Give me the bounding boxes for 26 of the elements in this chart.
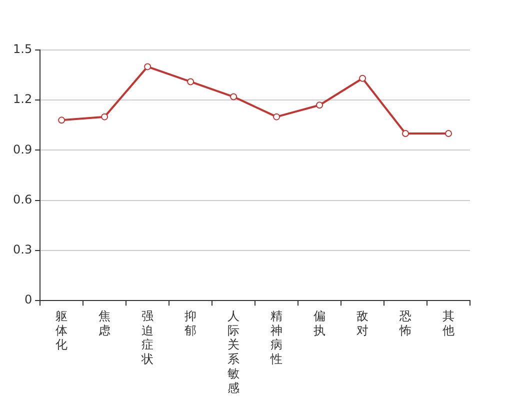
x-tick-label: 偏执 [314,308,326,338]
point [402,130,410,138]
x-tick-label: 焦虑 [98,308,111,338]
x-tick-label: 敌对 [356,308,369,338]
point [273,113,280,120]
point [58,116,66,124]
point [316,102,324,109]
y-tick-label: 1.2 [12,92,32,106]
x-tick-label: 人际关系敏感 [228,308,240,395]
x-tick-label: 躯体化 [56,308,68,352]
point [445,130,452,138]
x-tick-label: 抑郁 [184,308,197,338]
point [230,93,238,100]
y-tick-label: 0.6 [12,192,32,206]
point [144,63,152,70]
y-tick-label: 0.3 [12,242,32,257]
point [187,78,194,86]
y-tick-label: 0 [24,292,32,307]
x-tick-label: 强迫症状 [140,308,154,366]
point [359,74,366,82]
x-tick-label: 恐怖 [398,308,412,338]
y-tick-label: 1.5 [12,42,32,56]
point [101,113,108,120]
y-tick-label: 0.9 [12,142,32,156]
x-tick-label: 精神病性 [270,308,283,366]
x-tick-label: 其他 [442,308,455,338]
